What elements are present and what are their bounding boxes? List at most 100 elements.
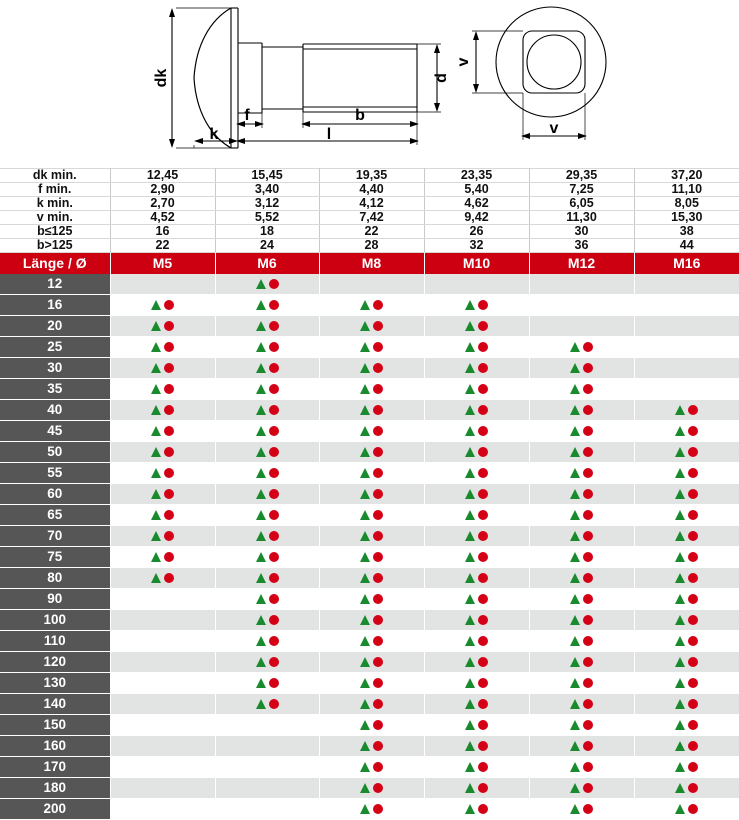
- availability-cell-m16-35[interactable]: [634, 378, 739, 400]
- availability-cell-m16-160[interactable]: [634, 735, 739, 757]
- availability-cell-m16-120[interactable]: [634, 651, 739, 673]
- availability-cell-m6-50[interactable]: [215, 441, 320, 463]
- availability-cell-m16-90[interactable]: [634, 588, 739, 610]
- availability-cell-m6-80[interactable]: [215, 567, 320, 589]
- availability-cell-m12-150[interactable]: [529, 714, 635, 736]
- availability-cell-m5-140[interactable]: [110, 693, 216, 715]
- availability-cell-m16-16[interactable]: [634, 294, 739, 316]
- availability-cell-m8-170[interactable]: [319, 756, 425, 778]
- availability-cell-m6-100[interactable]: [215, 609, 320, 631]
- availability-cell-m8-140[interactable]: [319, 693, 425, 715]
- availability-cell-m6-140[interactable]: [215, 693, 320, 715]
- availability-cell-m5-90[interactable]: [110, 588, 216, 610]
- availability-cell-m12-170[interactable]: [529, 756, 635, 778]
- availability-cell-m8-70[interactable]: [319, 525, 425, 547]
- availability-cell-m10-75[interactable]: [424, 546, 530, 568]
- availability-cell-m5-45[interactable]: [110, 420, 216, 442]
- availability-cell-m6-70[interactable]: [215, 525, 320, 547]
- availability-cell-m12-50[interactable]: [529, 441, 635, 463]
- availability-cell-m5-130[interactable]: [110, 672, 216, 694]
- availability-cell-m12-60[interactable]: [529, 483, 635, 505]
- availability-cell-m5-25[interactable]: [110, 336, 216, 358]
- availability-cell-m10-45[interactable]: [424, 420, 530, 442]
- availability-cell-m6-40[interactable]: [215, 399, 320, 421]
- availability-cell-m6-65[interactable]: [215, 504, 320, 526]
- availability-cell-m8-120[interactable]: [319, 651, 425, 673]
- availability-cell-m16-50[interactable]: [634, 441, 739, 463]
- availability-cell-m6-20[interactable]: [215, 315, 320, 337]
- availability-cell-m8-16[interactable]: [319, 294, 425, 316]
- availability-cell-m16-20[interactable]: [634, 315, 739, 337]
- availability-cell-m12-55[interactable]: [529, 462, 635, 484]
- availability-cell-m6-25[interactable]: [215, 336, 320, 358]
- availability-cell-m8-45[interactable]: [319, 420, 425, 442]
- availability-cell-m8-40[interactable]: [319, 399, 425, 421]
- availability-cell-m6-150[interactable]: [215, 714, 320, 736]
- availability-cell-m6-60[interactable]: [215, 483, 320, 505]
- availability-cell-m12-45[interactable]: [529, 420, 635, 442]
- availability-cell-m8-80[interactable]: [319, 567, 425, 589]
- availability-cell-m16-45[interactable]: [634, 420, 739, 442]
- availability-cell-m6-180[interactable]: [215, 777, 320, 799]
- availability-cell-m8-60[interactable]: [319, 483, 425, 505]
- availability-cell-m6-160[interactable]: [215, 735, 320, 757]
- availability-cell-m10-40[interactable]: [424, 399, 530, 421]
- availability-cell-m12-30[interactable]: [529, 357, 635, 379]
- availability-cell-m5-80[interactable]: [110, 567, 216, 589]
- availability-cell-m8-90[interactable]: [319, 588, 425, 610]
- availability-cell-m6-30[interactable]: [215, 357, 320, 379]
- availability-cell-m12-120[interactable]: [529, 651, 635, 673]
- availability-cell-m5-16[interactable]: [110, 294, 216, 316]
- availability-cell-m12-35[interactable]: [529, 378, 635, 400]
- availability-cell-m6-90[interactable]: [215, 588, 320, 610]
- availability-cell-m16-170[interactable]: [634, 756, 739, 778]
- availability-cell-m5-110[interactable]: [110, 630, 216, 652]
- availability-cell-m10-100[interactable]: [424, 609, 530, 631]
- availability-cell-m5-170[interactable]: [110, 756, 216, 778]
- availability-cell-m5-60[interactable]: [110, 483, 216, 505]
- availability-cell-m6-45[interactable]: [215, 420, 320, 442]
- availability-cell-m12-12[interactable]: [529, 274, 635, 295]
- availability-cell-m16-25[interactable]: [634, 336, 739, 358]
- availability-cell-m10-35[interactable]: [424, 378, 530, 400]
- availability-cell-m8-50[interactable]: [319, 441, 425, 463]
- availability-cell-m16-130[interactable]: [634, 672, 739, 694]
- availability-cell-m12-100[interactable]: [529, 609, 635, 631]
- availability-cell-m16-200[interactable]: [634, 798, 739, 820]
- availability-cell-m6-12[interactable]: [215, 274, 320, 295]
- availability-cell-m16-100[interactable]: [634, 609, 739, 631]
- availability-cell-m8-130[interactable]: [319, 672, 425, 694]
- availability-cell-m10-60[interactable]: [424, 483, 530, 505]
- availability-cell-m12-80[interactable]: [529, 567, 635, 589]
- availability-cell-m6-16[interactable]: [215, 294, 320, 316]
- availability-cell-m16-150[interactable]: [634, 714, 739, 736]
- availability-cell-m5-55[interactable]: [110, 462, 216, 484]
- availability-cell-m10-12[interactable]: [424, 274, 530, 295]
- availability-cell-m8-110[interactable]: [319, 630, 425, 652]
- availability-cell-m8-180[interactable]: [319, 777, 425, 799]
- availability-cell-m12-140[interactable]: [529, 693, 635, 715]
- availability-cell-m10-30[interactable]: [424, 357, 530, 379]
- availability-cell-m16-70[interactable]: [634, 525, 739, 547]
- availability-cell-m5-100[interactable]: [110, 609, 216, 631]
- availability-cell-m6-130[interactable]: [215, 672, 320, 694]
- availability-cell-m10-150[interactable]: [424, 714, 530, 736]
- availability-cell-m5-30[interactable]: [110, 357, 216, 379]
- availability-cell-m5-40[interactable]: [110, 399, 216, 421]
- availability-cell-m8-35[interactable]: [319, 378, 425, 400]
- availability-cell-m12-70[interactable]: [529, 525, 635, 547]
- availability-cell-m5-70[interactable]: [110, 525, 216, 547]
- availability-cell-m10-70[interactable]: [424, 525, 530, 547]
- availability-cell-m5-75[interactable]: [110, 546, 216, 568]
- availability-cell-m5-180[interactable]: [110, 777, 216, 799]
- availability-cell-m12-200[interactable]: [529, 798, 635, 820]
- availability-cell-m12-90[interactable]: [529, 588, 635, 610]
- availability-cell-m5-35[interactable]: [110, 378, 216, 400]
- availability-cell-m6-120[interactable]: [215, 651, 320, 673]
- availability-cell-m5-50[interactable]: [110, 441, 216, 463]
- availability-cell-m8-30[interactable]: [319, 357, 425, 379]
- availability-cell-m6-110[interactable]: [215, 630, 320, 652]
- availability-cell-m12-20[interactable]: [529, 315, 635, 337]
- availability-cell-m10-140[interactable]: [424, 693, 530, 715]
- availability-cell-m10-180[interactable]: [424, 777, 530, 799]
